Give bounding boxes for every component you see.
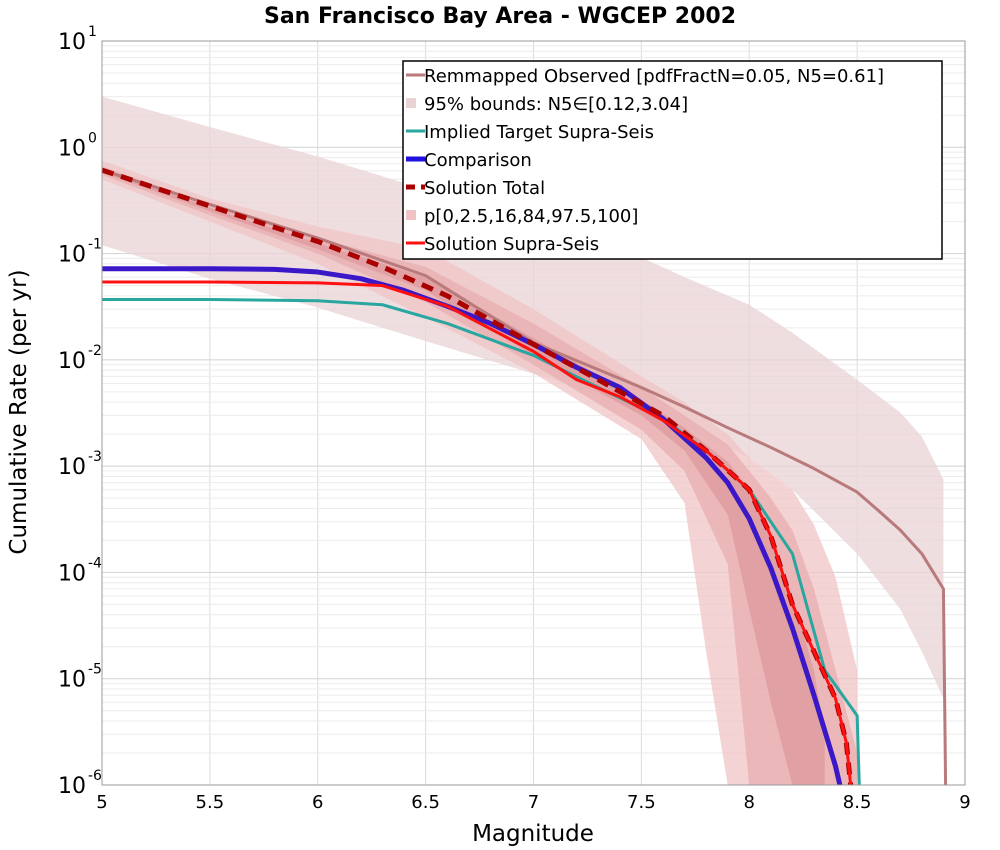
legend-label: Implied Target Supra-Seis [424,122,654,143]
y-tick-label: 10 [58,136,86,161]
y-tick-exponent: -5 [88,662,102,678]
legend-item: p[0,2.5,16,84,97.5,100] [406,206,638,227]
series-line-0 [101,168,948,786]
legend-item: Solution Total [406,178,545,199]
x-tick-labels: 5 5.5 6 6.5 7 7.5 8 8.5 9 [96,792,970,813]
legend-label: p[0,2.5,16,84,97.5,100] [424,206,638,227]
x-tick-label: 7 [528,792,539,813]
series-line-2 [102,266,843,786]
legend-label: Comparison [424,150,532,171]
series-lines [101,167,948,786]
y-tick-label: 10 [58,668,86,693]
x-tick-label: 8.5 [843,792,872,813]
x-tick-label: 9 [959,792,970,813]
y-tick-exponent: -6 [88,768,102,784]
confidence-bands [102,96,944,786]
legend-item: Remmapped Observed [pdfFractN=0.05, N5=0… [406,66,884,87]
y-tick-exponent: -2 [88,343,102,359]
legend-swatch-patch [406,98,416,108]
x-tick-label: 8 [744,792,755,813]
legend-label: Solution Supra-Seis [424,234,599,255]
legend-item: Solution Supra-Seis [406,234,599,255]
x-tick-label: 5 [96,792,107,813]
legend: Remmapped Observed [pdfFractN=0.05, N5=0… [402,60,943,260]
x-tick-label: 5.5 [196,792,225,813]
legend-label: Solution Total [424,178,545,199]
x-axis-label: Magnitude [472,821,594,847]
y-tick-label: 10 [58,774,86,799]
legend-box [402,60,943,260]
legend-item: Comparison [406,150,532,171]
legend-swatch-patch [406,210,416,220]
legend-item: 95% bounds: N5∈[0.12,3.04] [406,94,688,115]
plot-border [101,40,966,786]
chart-title: San Francisco Bay Area - WGCEP 2002 [264,4,736,29]
y-tick-label: 10 [58,455,86,480]
y-tick-label: 10 [58,349,86,374]
y-tick-label: 10 [58,30,86,55]
y-axis-label: Cumulative Rate (per yr) [6,269,32,554]
y-tick-exponent: 1 [88,24,97,40]
y-tick-label: 10 [58,561,86,586]
y-tick-exponent: -4 [88,555,102,571]
x-tick-label: 6 [312,792,323,813]
y-tick-exponent: 0 [88,130,97,146]
y-tick-label: 10 [58,243,86,268]
series-line-4 [102,280,853,786]
legend-item: Implied Target Supra-Seis [406,122,654,143]
legend-label: Remmapped Observed [pdfFractN=0.05, N5=0… [424,66,884,87]
plot-frame [101,40,966,786]
legend-label: 95% bounds: N5∈[0.12,3.04] [424,94,688,115]
y-tick-exponent: -1 [88,237,102,253]
x-tick-label: 6.5 [411,792,440,813]
y-tick-exponent: -3 [88,449,102,465]
x-tick-label: 7.5 [627,792,656,813]
